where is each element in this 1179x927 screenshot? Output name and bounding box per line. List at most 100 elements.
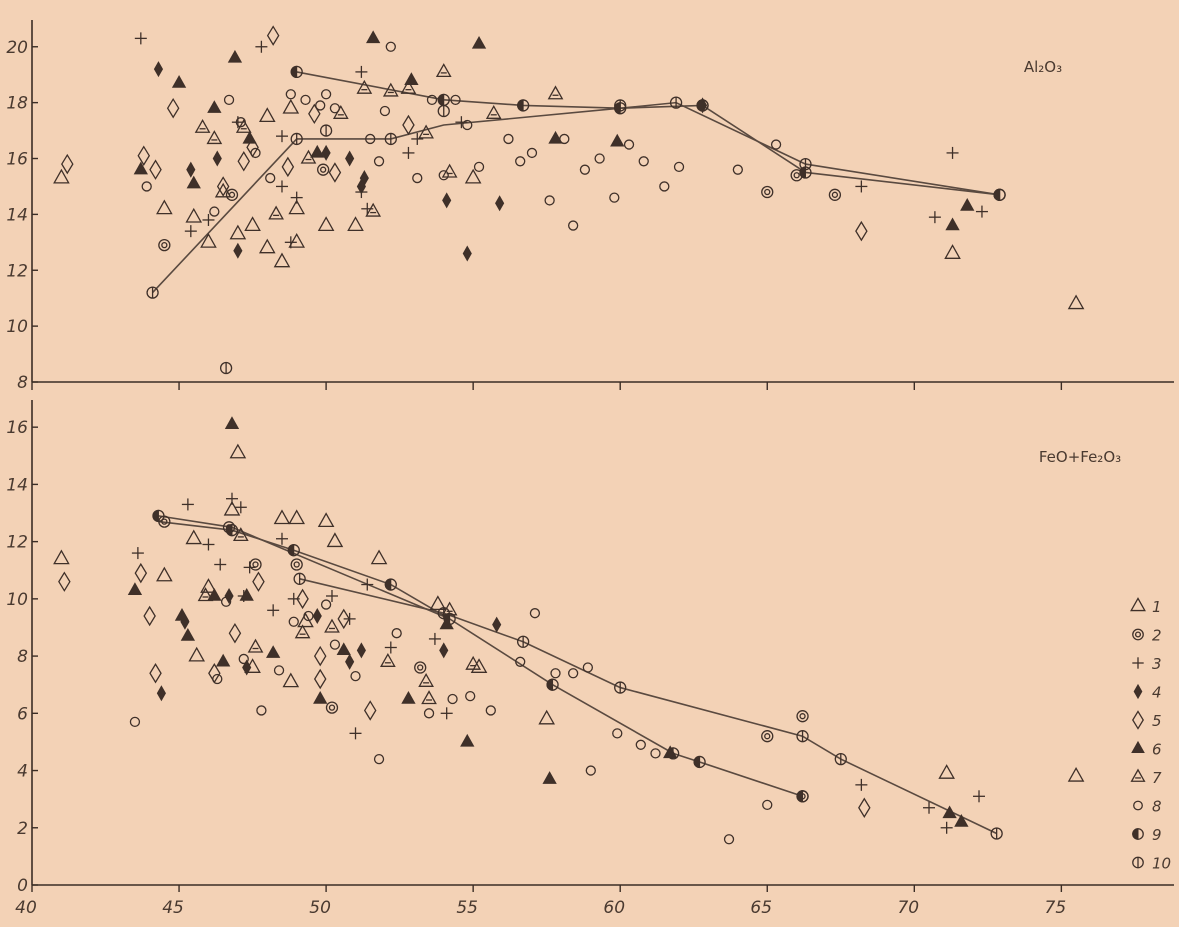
data-point-series-8 — [315, 100, 326, 111]
data-point-series-5 — [337, 608, 351, 630]
data-point-series-6 — [227, 49, 243, 63]
data-point-series-5 — [266, 25, 280, 46]
data-point-series-3 — [361, 578, 374, 591]
data-point-series-8 — [350, 670, 361, 682]
data-point-series-4 — [242, 659, 252, 676]
data-point-series-7 — [435, 63, 452, 78]
data-point-series-8 — [129, 716, 141, 728]
trend-line — [151, 101, 1000, 294]
data-point-series-4 — [186, 161, 196, 178]
data-point-series-1 — [288, 509, 306, 525]
data-point-series-5 — [402, 114, 415, 136]
data-point-series-6 — [945, 217, 960, 231]
legend-label-8: 8 — [1152, 798, 1162, 816]
data-point-series-10 — [437, 607, 450, 620]
data-point-series-5 — [296, 588, 309, 610]
data-point-series-6 — [242, 130, 257, 144]
panel-label: FeO+Fe₂O₃ — [1039, 448, 1121, 466]
data-point-series-6 — [216, 653, 231, 667]
data-point-series-8 — [450, 94, 461, 105]
data-point-series-3 — [940, 821, 953, 834]
data-point-series-8 — [473, 161, 485, 173]
data-point-series-6 — [171, 75, 187, 88]
data-point-series-7 — [485, 104, 502, 119]
data-point-series-6 — [310, 144, 325, 158]
data-point-series-5 — [237, 151, 251, 172]
data-point-series-3 — [202, 213, 215, 226]
data-point-series-3 — [184, 225, 197, 238]
data-point-series-9 — [290, 65, 303, 79]
data-point-series-8 — [288, 616, 299, 627]
data-point-series-5 — [228, 622, 242, 644]
data-point-series-8 — [659, 181, 670, 192]
data-point-series-3 — [325, 589, 338, 602]
legend-label-2: 2 — [1152, 627, 1162, 645]
data-point-series-3 — [267, 604, 280, 617]
y-tick-label: 16 — [6, 418, 28, 438]
data-point-series-10 — [319, 124, 333, 137]
data-point-series-1 — [317, 216, 335, 232]
y-tick-label: 8 — [17, 647, 28, 667]
data-point-series-6 — [366, 30, 381, 44]
trend-line — [299, 578, 998, 835]
data-point-series-8 — [220, 596, 232, 607]
legend-label-4: 4 — [1152, 684, 1162, 702]
data-point-series-3 — [946, 146, 959, 159]
data-point-series-9 — [517, 99, 530, 112]
data-point-series-8 — [141, 181, 152, 192]
data-point-series-10 — [796, 730, 809, 743]
data-point-series-6 — [960, 197, 975, 211]
data-point-series-2 — [796, 710, 809, 723]
data-point-series-9 — [287, 544, 300, 557]
legend-label-10: 10 — [1152, 855, 1171, 873]
data-point-series-5 — [216, 176, 230, 197]
data-point-series-8 — [723, 834, 735, 845]
data-point-series-3 — [275, 532, 288, 545]
data-point-series-1 — [156, 199, 173, 215]
data-point-series-1 — [200, 578, 217, 593]
y-tick-label: 4 — [17, 762, 28, 782]
data-point-series-2 — [325, 701, 339, 714]
data-point-series-1 — [370, 549, 388, 565]
data-point-series-4 — [492, 616, 502, 633]
legend-marker-3 — [1132, 657, 1144, 669]
y-tick-label: 8 — [17, 373, 28, 393]
legend-marker-1 — [1130, 597, 1146, 612]
data-point-series-3 — [243, 561, 256, 574]
data-point-series-3 — [355, 65, 368, 78]
data-point-series-5 — [143, 605, 156, 627]
data-point-series-3 — [428, 632, 441, 645]
data-point-series-3 — [855, 180, 868, 193]
data-point-series-1 — [288, 232, 306, 248]
data-point-series-8 — [379, 105, 391, 117]
legend-label-9: 9 — [1152, 826, 1162, 844]
data-point-series-4 — [321, 144, 331, 161]
data-point-series-8 — [250, 147, 261, 159]
data-point-series-5 — [308, 103, 321, 125]
data-point-series-6 — [336, 642, 351, 656]
data-point-series-8 — [544, 195, 555, 206]
data-point-series-8 — [638, 156, 649, 167]
data-point-series-8 — [650, 748, 661, 759]
data-point-series-6 — [401, 690, 416, 704]
data-point-series-8 — [320, 89, 332, 100]
data-point-series-9 — [384, 578, 397, 591]
data-point-series-4 — [312, 608, 322, 625]
data-point-series-8 — [559, 133, 570, 145]
data-point-series-3 — [275, 130, 288, 143]
data-point-series-7 — [247, 638, 264, 653]
data-point-series-8 — [529, 608, 541, 619]
data-point-series-8 — [300, 94, 311, 105]
data-point-series-3 — [384, 641, 397, 654]
x-tick-label: 70 — [897, 898, 919, 918]
legend-marker-7 — [1130, 768, 1146, 782]
data-point-series-10 — [146, 286, 159, 299]
data-point-series-8 — [385, 41, 396, 52]
data-point-series-2 — [225, 188, 239, 201]
data-point-series-8 — [567, 220, 579, 231]
data-point-series-4 — [442, 192, 452, 209]
legend-marker-6 — [1131, 740, 1145, 753]
data-point-series-7 — [194, 118, 211, 133]
data-point-series-5 — [252, 571, 265, 592]
